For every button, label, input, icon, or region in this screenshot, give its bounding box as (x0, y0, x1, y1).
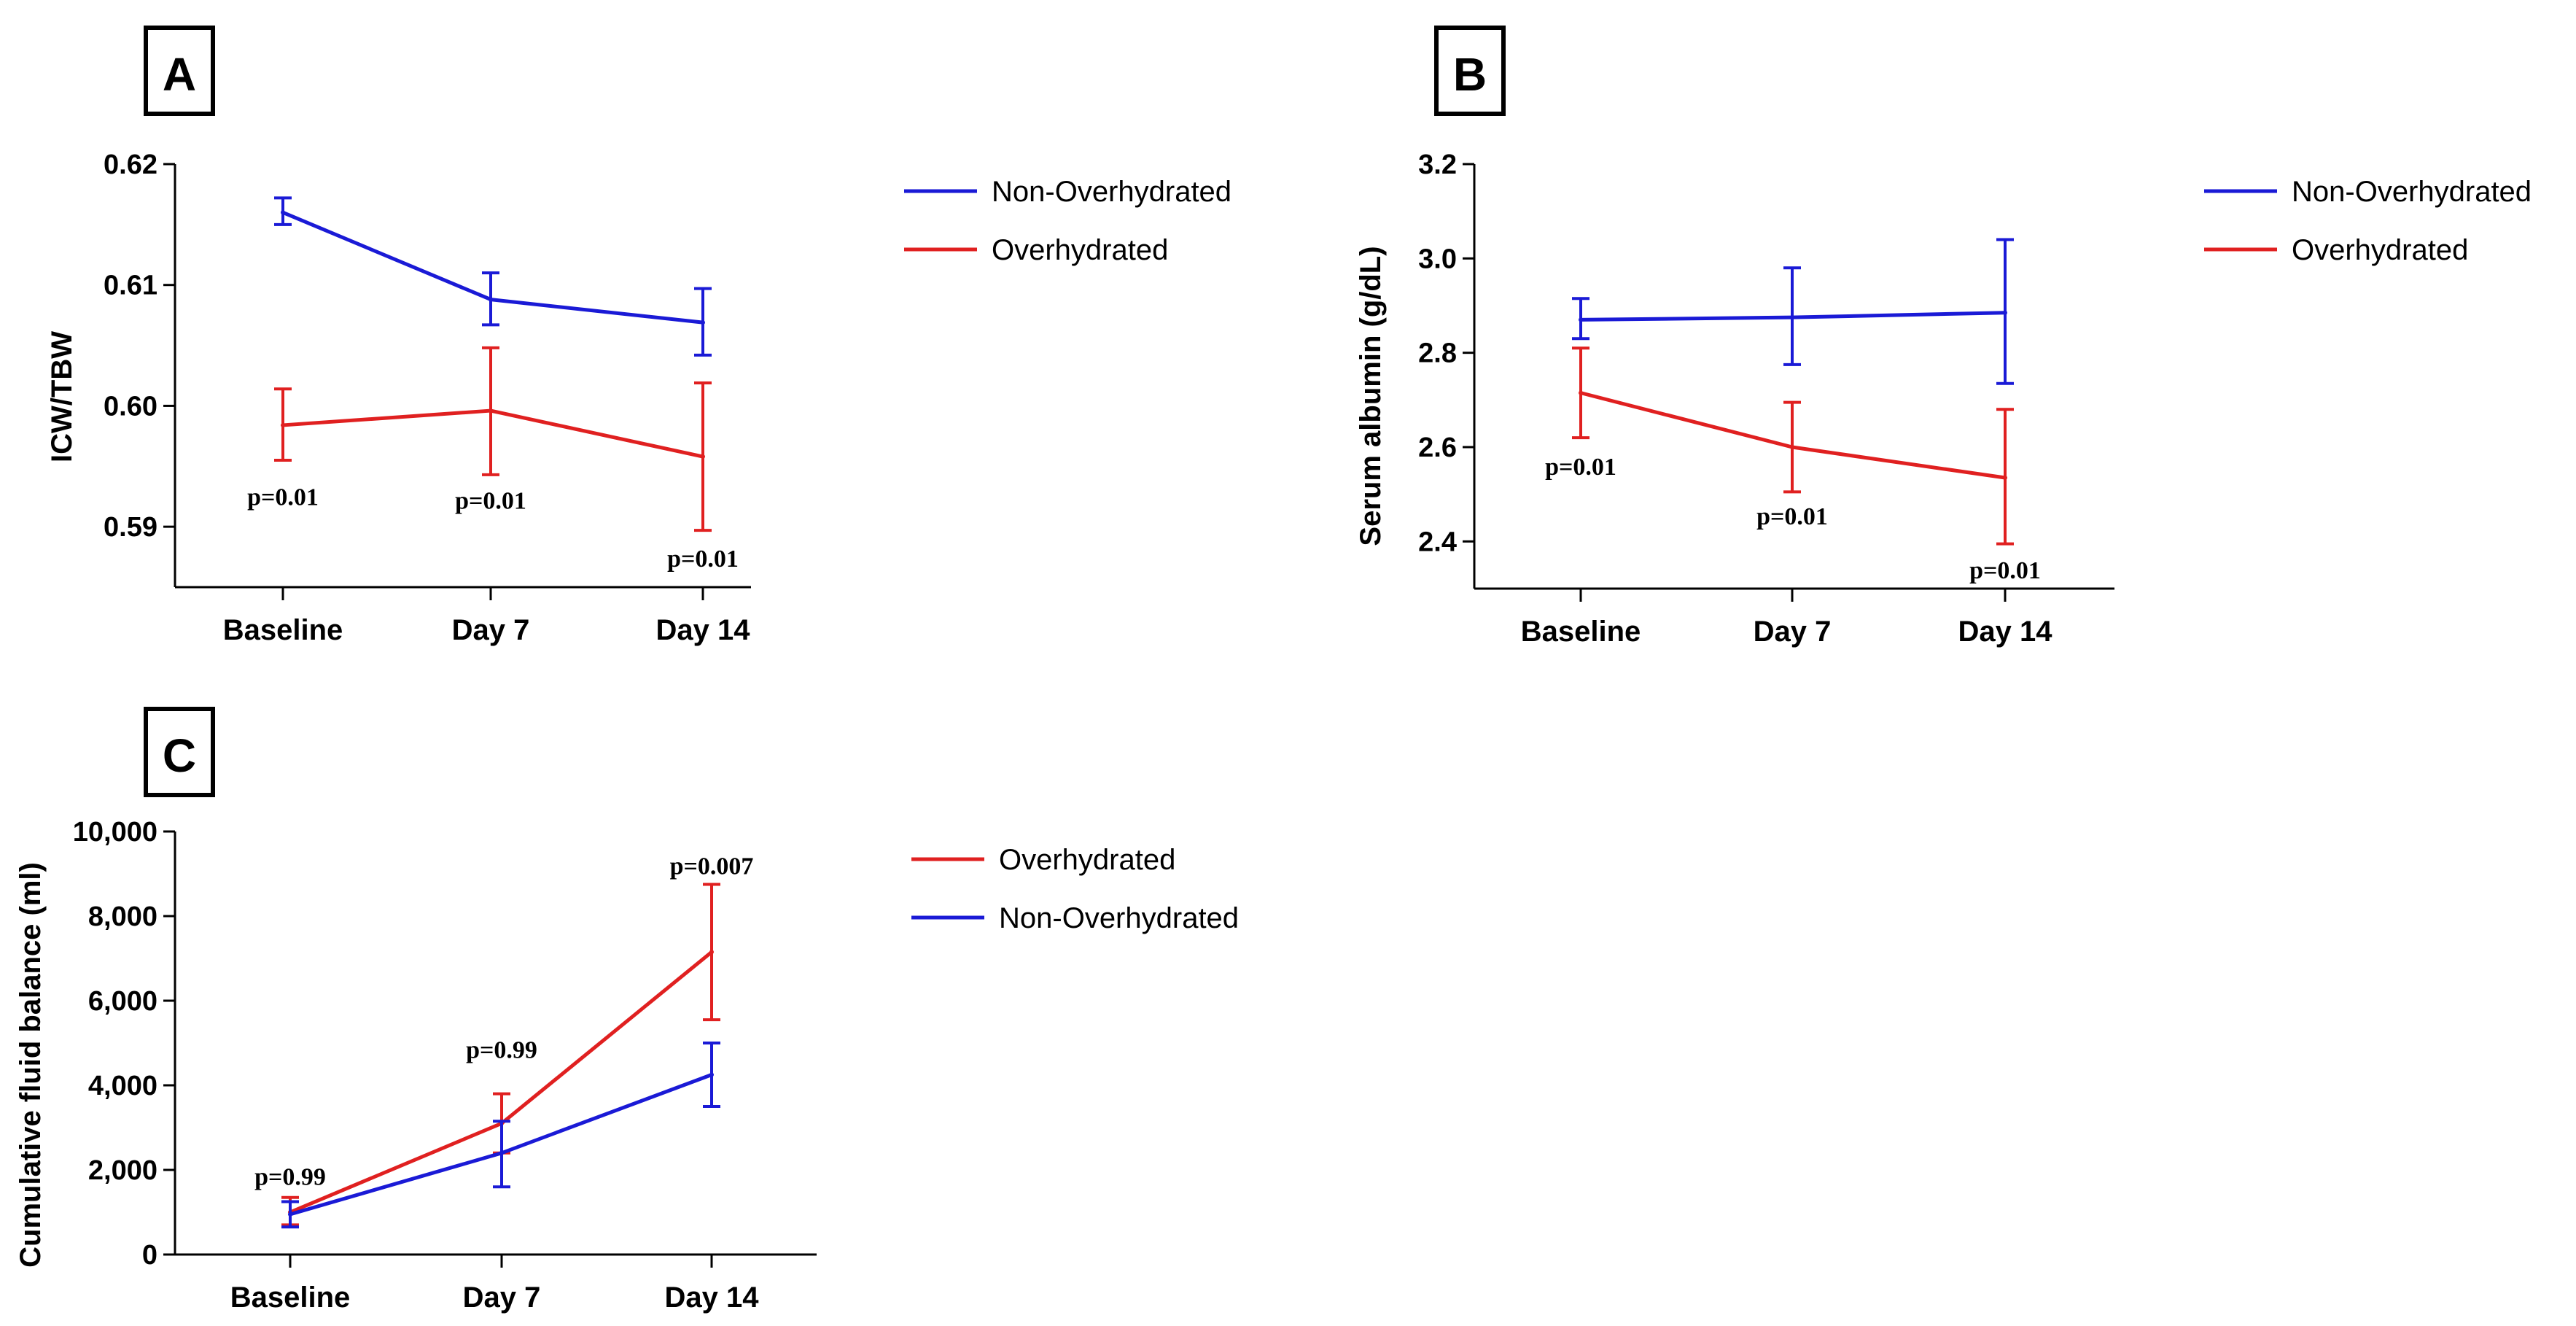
panel-b-non-overhydrated-point (2003, 310, 2007, 315)
panel-c-p-value: p=0.99 (254, 1164, 326, 1191)
panel-a-label: A (163, 48, 196, 101)
panel-b-y-tick-label: 2.8 (1418, 338, 1457, 369)
panel-b-y-tick-label: 3.0 (1418, 244, 1457, 274)
panel-a-p-value: p=0.01 (667, 546, 739, 573)
panel-c-label-box (144, 707, 215, 797)
panel-a-non-overhydrated-point (701, 320, 705, 325)
panel-b-legend-label: Overhydrated (2292, 234, 2468, 266)
panel-a-y-axis-title: ICW/TBW (46, 331, 78, 462)
panel-c-y-tick-label: 4,000 (88, 1071, 157, 1101)
panel-b-label-box (1434, 26, 1506, 116)
panel-c-non-overhydrated-point (288, 1211, 292, 1217)
panel-b-p-value: p=0.01 (1545, 454, 1616, 481)
panel-a-label-box (144, 26, 215, 116)
panel-b: B Serum albumin (g/dL) 2.4 2.6 2.8 3.0 3.2 Ba… (1355, 26, 2532, 648)
panel-c-x-tick-label: Day 7 (463, 1282, 541, 1314)
panel-a-legend-label: Overhydrated (992, 234, 1168, 266)
panel-a-overhydrated-line (282, 408, 704, 459)
panel-b-p-value: p=0.01 (1756, 503, 1828, 530)
panel-c-plot: 0 2,000 4,000 6,000 8,000 10,000 Baseline Day 7… (73, 817, 1239, 1314)
panel-b-y-tick-label: 3.2 (1418, 150, 1457, 180)
panel-a-overhydrated-point (489, 408, 493, 414)
panel-a-overhydrated-point (281, 422, 285, 427)
panel-b-non-overhydrated-point (1790, 315, 1794, 320)
panel-a: A ICW/TBW 0.59 0.60 0.61 0.62 Baseline Day 7 D… (46, 26, 1231, 646)
panel-c-y-tick-label: 10,000 (73, 817, 157, 848)
panel-c-non-overhydrated-point (499, 1150, 504, 1155)
panel-b-x-tick-label: Day 7 (1754, 616, 1832, 648)
panel-b-y-axis-title: Serum albumin (g/dL) (1355, 246, 1387, 546)
panel-c-overhydrated-point (709, 950, 714, 955)
panel-c-y-tick-label: 2,000 (88, 1155, 157, 1186)
panel-c-legend-label: Overhydrated (999, 844, 1175, 876)
panel-a-y-tick-label: 0.62 (104, 150, 157, 180)
panel-a-non-overhydrated-point (489, 297, 493, 302)
panel-a-non-overhydrated-line (282, 210, 704, 325)
panel-a-x-tick-label: Day 7 (452, 614, 530, 646)
panel-a-x-tick-label: Day 14 (656, 614, 751, 646)
panel-b-legend-label: Non-Overhydrated (2292, 176, 2532, 208)
panel-a-plot: 0.59 0.60 0.61 0.62 Baseline Day 7 Day 14 p=0.0… (104, 150, 1231, 646)
panel-a-non-overhydrated-point (281, 210, 285, 215)
panel-b-non-overhydrated-point (1579, 317, 1583, 322)
panel-b-y-tick-label: 2.6 (1418, 433, 1457, 463)
panel-a-x-tick-label: Baseline (223, 614, 343, 646)
panel-a-y-tick-label: 0.61 (104, 271, 157, 301)
panel-c-y-axis-title: Cumulative fluid balance (ml) (15, 862, 47, 1268)
panel-a-p-value: p=0.01 (455, 488, 526, 515)
panel-c-y-tick-label: 0 (142, 1240, 157, 1271)
panel-c-y-tick-label: 6,000 (88, 986, 157, 1017)
panel-b-x-tick-label: Baseline (1521, 616, 1641, 648)
panel-c-x-tick-label: Day 14 (665, 1282, 760, 1314)
panel-c-non-overhydrated-point (709, 1072, 714, 1077)
panel-b-label: B (1453, 48, 1487, 101)
panel-b-p-value: p=0.01 (1969, 557, 2041, 584)
panel-c-y-tick-label: 8,000 (88, 902, 157, 932)
panel-c-p-value: p=0.007 (670, 853, 754, 880)
panel-b-plot: 2.4 2.6 2.8 3.0 3.2 Baseline Day 7 Day 14 p=0.01… (1418, 150, 2532, 648)
panel-a-overhydrated-point (701, 454, 705, 460)
panel-c: C Cumulative fluid balance (ml) 0 2,000 4,… (15, 707, 1239, 1314)
panel-b-overhydrated-point (2003, 476, 2007, 481)
panel-c-p-value: p=0.99 (466, 1037, 537, 1064)
panel-c-label: C (163, 729, 196, 782)
panel-b-overhydrated-point (1790, 445, 1794, 449)
panel-c-x-tick-label: Baseline (230, 1282, 351, 1314)
panel-a-p-value: p=0.01 (247, 484, 319, 511)
panel-b-y-tick-label: 2.4 (1418, 527, 1457, 557)
panel-b-x-tick-label: Day 14 (1958, 616, 2053, 648)
panel-a-y-tick-label: 0.60 (104, 391, 157, 422)
panel-a-y-tick-label: 0.59 (104, 512, 157, 543)
panel-c-legend-label: Non-Overhydrated (999, 902, 1239, 934)
panel-b-overhydrated-point (1579, 390, 1583, 395)
panel-a-legend-label: Non-Overhydrated (992, 176, 1231, 208)
